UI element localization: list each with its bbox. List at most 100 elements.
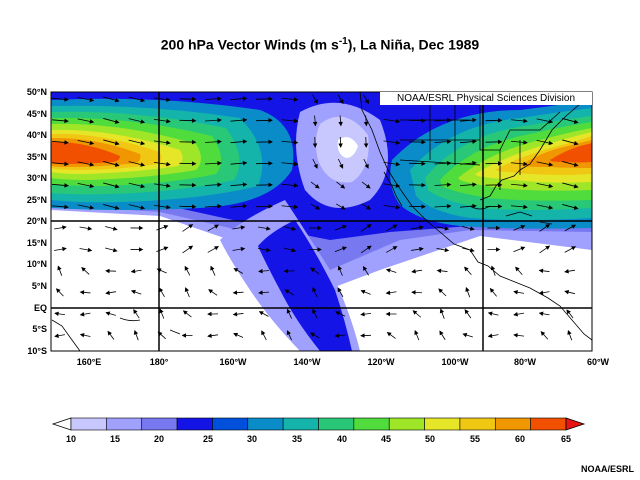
wind-arrowhead [191, 204, 197, 209]
wind-arrowhead [497, 204, 503, 209]
wind-arrowhead [133, 329, 139, 335]
colorbar-label: 20 [154, 434, 164, 444]
wind-arrowhead [166, 118, 171, 124]
wind-arrowhead [444, 226, 450, 231]
wind-arrowhead [317, 247, 322, 252]
wind-arrowhead [439, 308, 445, 314]
wind-arrowhead [64, 118, 69, 124]
wind-arrowhead [337, 287, 342, 293]
lat-label: 15°N [27, 238, 47, 248]
wind-arrowhead [114, 97, 120, 103]
wind-arrowhead [464, 266, 469, 272]
wind-arrowhead [446, 139, 452, 144]
wind-arrowhead [293, 204, 299, 210]
credit-label: NOAA/ESRL Physical Sciences Division [380, 92, 592, 105]
wind-arrowhead [268, 204, 273, 209]
wind-arrowhead [392, 246, 398, 251]
wind-arrowhead [421, 161, 426, 166]
wind-arrowhead [242, 160, 248, 166]
wind-arrowhead [446, 182, 452, 187]
wind-arrowhead [421, 139, 426, 145]
wind-arrowhead [293, 161, 299, 167]
colorbar-swatch [282, 417, 319, 431]
footer-label: NOAA/ESRL [580, 464, 634, 474]
wind-arrowhead [419, 225, 424, 230]
wind-arrowhead [242, 203, 248, 209]
coastline [51, 92, 592, 351]
wind-arrowhead [310, 267, 316, 272]
wind-arrowhead [191, 139, 197, 145]
wind-arrowhead [191, 96, 197, 102]
lat-label: 25°N [27, 195, 47, 205]
wind-arrowhead [112, 226, 118, 231]
wind-arrowhead [365, 184, 371, 189]
colorbar-swatch [106, 417, 143, 431]
wind-arrowhead [564, 269, 569, 274]
lat-label: EQ [34, 303, 47, 313]
wind-arrowhead [242, 117, 248, 123]
wind-arrowhead [523, 161, 528, 167]
wind-arrowhead [469, 226, 475, 231]
wind-arrowhead [573, 205, 579, 210]
wind-arrowhead [114, 162, 120, 167]
lat-label: 10°N [27, 259, 47, 269]
colorbar-label: 30 [247, 434, 257, 444]
wind-arrowhead [439, 330, 444, 336]
grid-lines [51, 92, 592, 351]
wind-arrowhead [242, 96, 248, 101]
wind-arrowhead [334, 333, 340, 338]
wind-arrowhead [286, 308, 291, 314]
wind-arrowhead [497, 182, 503, 188]
wind-arrowhead [62, 225, 67, 230]
wind-arrowhead [571, 224, 577, 229]
wind-arrowhead [385, 268, 391, 273]
wind-arrowhead [266, 226, 271, 231]
wind-arrowhead [385, 290, 391, 295]
wind-arrowhead [130, 289, 136, 295]
wind-arrowhead [64, 161, 69, 167]
wind-arrowhead [64, 140, 69, 145]
wind-arrowhead [465, 286, 470, 292]
wind-arrowhead [520, 246, 526, 251]
wind-arrowhead [140, 97, 146, 103]
colorbar [51, 417, 586, 431]
wind-arrowhead [436, 268, 442, 274]
wind-arrowhead [340, 184, 346, 189]
colorbar-swatch [353, 417, 390, 431]
wind-arrowhead [573, 162, 579, 167]
wind-arrowhead [105, 268, 110, 274]
lat-label: 20°N [27, 216, 47, 226]
wind-arrowhead [233, 332, 239, 337]
wind-arrowhead [523, 118, 528, 124]
lon-label: 180° [150, 357, 169, 367]
wind-arrowhead [64, 183, 69, 188]
wind-arrowhead [182, 310, 188, 315]
colorbar-label: 55 [470, 434, 480, 444]
wind-arrowhead [133, 309, 138, 314]
wind-arrowhead [446, 160, 452, 166]
wind-arrowhead [363, 121, 369, 127]
wind-arrowhead [438, 288, 444, 294]
wind-arrowhead [114, 119, 120, 124]
longitude-labels: 160°E 180° 160°W 140°W 120°W 100°W 80°W … [77, 357, 610, 367]
lat-label: 30°N [27, 173, 47, 183]
colorbar-label: 50 [425, 434, 435, 444]
wind-arrowhead [240, 225, 246, 230]
wind-arrowhead [130, 268, 136, 274]
colorbar-max-arrow [565, 417, 586, 431]
wind-arrowhead [363, 143, 369, 148]
wind-arrowhead [364, 99, 369, 105]
lon-label: 100°W [441, 357, 469, 367]
wind-arrowhead [166, 161, 171, 167]
wind-arrowhead [268, 161, 273, 166]
wind-arrowhead [159, 287, 164, 293]
wind-arrowhead [112, 247, 118, 253]
wind-arrowhead [163, 246, 169, 251]
wind-arrowhead [293, 97, 299, 102]
colorbar-swatch [459, 417, 496, 431]
lat-label: 50°N [27, 87, 47, 97]
wind-arrowhead [411, 290, 416, 295]
wind-arrowhead [312, 143, 318, 148]
wind-arrowhead [258, 311, 264, 316]
colorbar-min-arrow [51, 417, 72, 431]
